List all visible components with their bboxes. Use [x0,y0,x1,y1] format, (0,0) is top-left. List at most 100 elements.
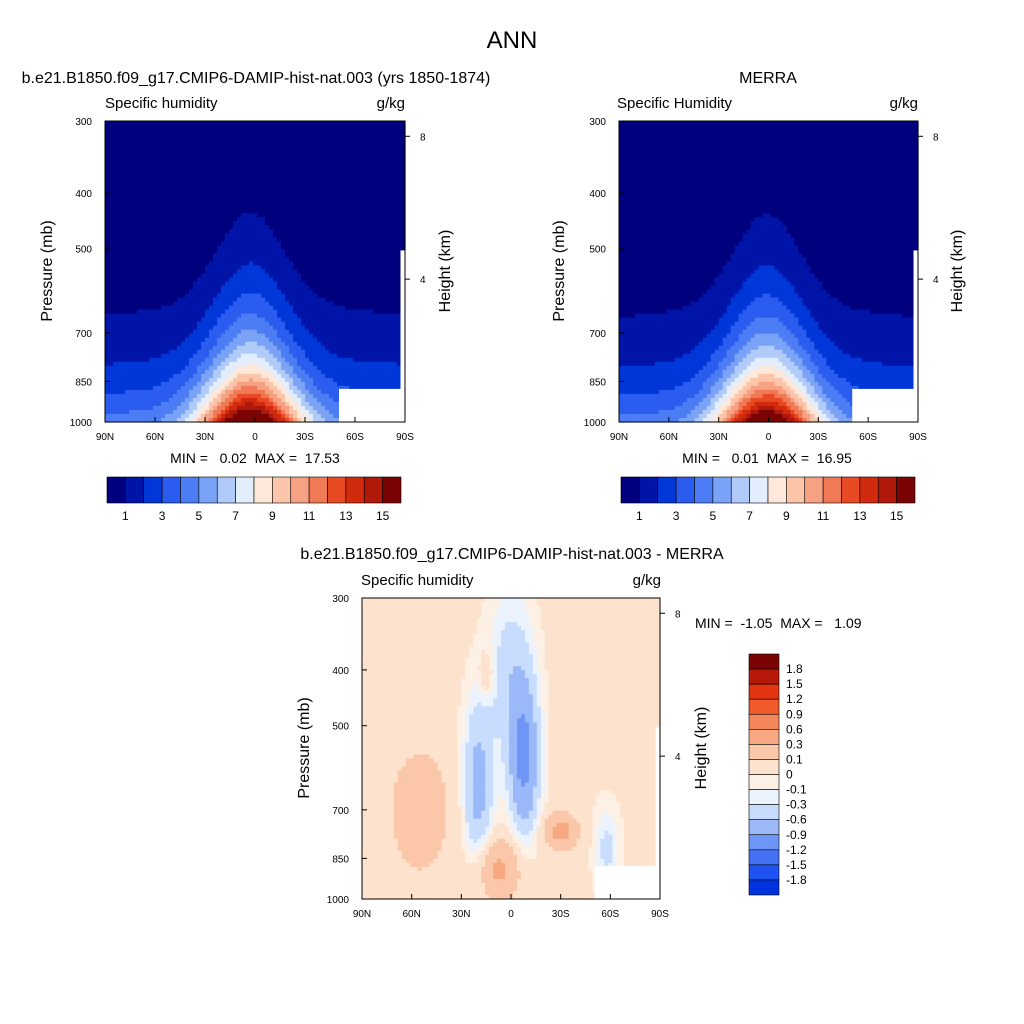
contour-cell [301,265,306,271]
contour-cell [205,301,210,307]
contour-cell [305,305,310,311]
contour-cell [365,253,370,259]
contour-cell [385,361,390,367]
panel-model-unit-label: g/kg [377,95,405,112]
contour-cell [233,245,238,251]
contour-cell [201,253,206,259]
contour-cell [313,233,318,238]
contour-cell [297,289,302,295]
contour-cell [269,353,274,359]
contour-cell [269,197,274,202]
contour-cell [361,265,366,271]
contour-cell [117,309,122,315]
contour-cell [141,385,146,391]
contour-cell [229,241,234,247]
contour-cell [301,377,306,383]
contour-cell [129,313,134,319]
contour-cell [225,233,230,238]
contour-cell [117,333,122,339]
contour-cell [241,133,246,138]
contour-cell [317,277,322,283]
contour-cell [169,285,174,291]
contour-cell [361,297,366,303]
contour-cell [357,257,362,263]
contour-cell [337,329,342,335]
contour-cell [141,285,146,291]
contour-cell [257,365,262,371]
contour-cell [301,353,306,359]
contour-cell [153,317,158,323]
contour-cell [377,277,382,283]
contour-cell [209,133,214,138]
contour-cell [377,165,382,170]
contour-cell [129,321,134,327]
contour-cell [141,141,146,146]
contour-cell [277,321,282,327]
contour-cell [301,305,306,311]
contour-cell [217,373,222,379]
contour-cell [237,305,242,311]
contour-cell [273,301,278,307]
contour-cell [141,289,146,295]
contour-cell [129,237,134,242]
contour-cell [181,121,186,126]
contour-cell [121,245,126,251]
contour-cell [365,357,370,363]
contour-cell [129,193,134,198]
contour-cell [317,241,322,247]
contour-cell [293,165,298,170]
contour-cell [161,189,166,194]
contour-cell [313,209,318,214]
contour-cell [245,217,250,222]
contour-cell [105,277,110,283]
contour-cell [385,237,390,242]
contour-cell [245,329,250,335]
contour-cell [173,161,178,166]
contour-cell [297,185,302,190]
contour-cell [133,265,138,271]
contour-cell [241,309,246,315]
contour-cell [121,285,126,291]
contour-cell [389,177,394,182]
contour-cell [173,281,178,287]
contour-cell [173,241,178,247]
contour-cell [305,373,310,379]
contour-cell [245,365,250,371]
contour-cell [373,337,378,343]
contour-cell [317,381,322,387]
contour-cell [249,137,254,142]
contour-cell [161,149,166,154]
contour-cell [261,165,266,170]
contour-cell [245,225,250,230]
contour-cell [157,197,162,202]
contour-cell [145,305,150,311]
contour-cell [249,373,254,379]
contour-cell [161,265,166,271]
contour-cell [109,209,114,214]
contour-cell [217,293,222,299]
contour-cell [197,353,202,359]
contour-cell [393,257,398,263]
contour-cell [113,221,118,226]
contour-cell [197,253,202,259]
contour-cell [365,133,370,138]
contour-cell [317,225,322,230]
contour-cell [313,193,318,198]
contour-cell [261,153,266,158]
contour-cell [321,313,326,319]
contour-cell [329,189,334,194]
contour-cell [129,185,134,190]
contour-cell [201,205,206,210]
contour-cell [377,257,382,263]
contour-cell [397,125,402,130]
contour-cell [245,321,250,327]
contour-cell [401,189,406,194]
contour-cell [277,257,282,263]
contour-cell [165,289,170,295]
contour-cell [113,373,118,379]
contour-cell [141,181,146,186]
contour-cell [213,165,218,170]
contour-cell [317,257,322,263]
contour-cell [117,345,122,351]
contour-cell [265,141,270,146]
